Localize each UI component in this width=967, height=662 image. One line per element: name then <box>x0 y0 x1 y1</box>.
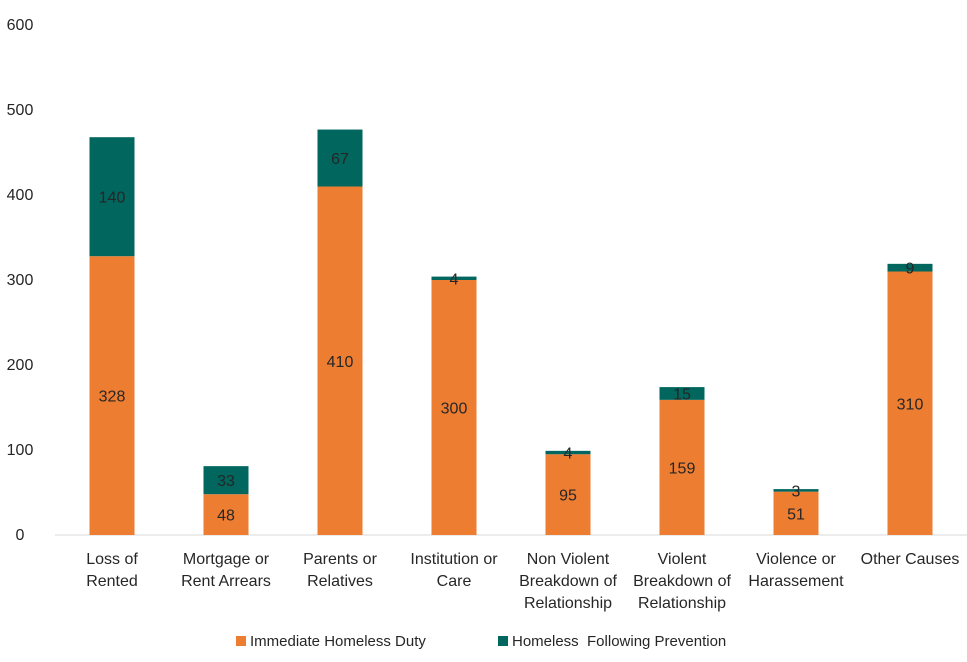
x-category-label-line: Relationship <box>524 595 612 612</box>
legend: Immediate Homeless Duty Homeless Followin… <box>236 633 726 650</box>
y-tick-label: 500 <box>7 102 34 119</box>
x-category-label-line: Harassement <box>748 573 844 590</box>
bar-segment-immediate-duty <box>89 256 135 535</box>
x-category-label: Other Causes <box>861 551 960 568</box>
bar-segment-following-prevention <box>659 387 705 400</box>
data-label: 33 <box>217 473 235 490</box>
bar-segment-following-prevention <box>887 263 933 272</box>
data-label: 300 <box>441 401 468 418</box>
y-tick-label: 200 <box>7 357 34 374</box>
legend-label: Homeless Following Prevention <box>512 633 726 650</box>
bar-segment-following-prevention <box>773 489 819 492</box>
x-category-label-line: Rented <box>86 573 138 590</box>
x-category-label-line: Care <box>437 573 472 590</box>
bar-segment-immediate-duty <box>203 494 249 535</box>
x-category-label: Non Violent Breakdown of Relationship <box>519 551 617 612</box>
x-category-label-line: Mortgage or <box>183 551 270 568</box>
y-tick-label: 600 <box>7 17 34 34</box>
bar-segment-immediate-duty <box>659 399 705 535</box>
bar-segment-immediate-duty <box>431 280 477 535</box>
data-label: 9 <box>906 261 915 278</box>
bar-segment-following-prevention <box>89 137 135 257</box>
bar-segment-following-prevention <box>545 450 591 455</box>
x-category-label-line: Other Causes <box>861 551 960 568</box>
data-label: 48 <box>217 508 235 525</box>
bar-segment-immediate-duty <box>545 454 591 535</box>
data-label: 328 <box>99 389 126 406</box>
x-category-label-line: Violence or <box>756 551 836 568</box>
data-label: 4 <box>564 446 573 463</box>
x-category-label: Parents or Relatives <box>303 551 377 590</box>
data-label: 51 <box>787 506 805 523</box>
data-label: 15 <box>673 386 691 403</box>
x-category-label: Violent Breakdown of Relationship <box>633 551 731 612</box>
legend-swatch <box>236 636 246 646</box>
x-category-label: Loss of Rented <box>86 551 138 590</box>
x-category-label: Institution or Care <box>410 551 498 590</box>
y-tick-label: 0 <box>16 527 25 544</box>
x-category-label-line: Relatives <box>307 573 373 590</box>
y-tick-label: 400 <box>7 187 34 204</box>
data-label: 3 <box>792 483 801 500</box>
bar-segment-immediate-duty <box>773 491 819 535</box>
x-category-label-line: Relationship <box>638 595 726 612</box>
x-category-label-line: Breakdown of <box>633 573 731 590</box>
y-axis: 0 100 200 300 400 500 600 <box>7 17 34 544</box>
x-axis: Loss of Rented Mortgage or Rent Arrears Pare… <box>86 551 959 612</box>
x-category-label-line: Parents or <box>303 551 377 568</box>
x-category-label: Violence or Harassement <box>748 551 844 590</box>
data-label: 140 <box>99 190 126 207</box>
x-category-label-line: Breakdown of <box>519 573 617 590</box>
bar-segment-following-prevention <box>431 276 477 280</box>
bar-segment-immediate-duty <box>317 186 363 535</box>
data-label: 95 <box>559 488 577 505</box>
x-category-label-line: Non Violent <box>527 551 610 568</box>
bar-segment-following-prevention <box>317 129 363 187</box>
x-category-label-line: Institution or <box>410 551 498 568</box>
x-category-label-line: Loss of <box>86 551 138 568</box>
y-tick-label: 100 <box>7 442 34 459</box>
y-tick-label: 300 <box>7 272 34 289</box>
legend-swatch <box>498 636 508 646</box>
bar-segment-following-prevention <box>203 466 249 495</box>
data-label: 4 <box>450 271 459 288</box>
data-label: 410 <box>327 354 354 371</box>
data-label: 310 <box>897 396 924 413</box>
bar-segment-immediate-duty <box>887 271 933 535</box>
x-category-label: Mortgage or Rent Arrears <box>181 551 271 590</box>
bars: 328 140 48 33 410 67 300 4 95 4 159 15 51 3 310 9 <box>89 129 933 535</box>
legend-label: Immediate Homeless Duty <box>250 633 426 650</box>
data-label: 67 <box>331 151 349 168</box>
x-category-label-line: Violent <box>658 551 707 568</box>
data-label: 159 <box>669 460 696 477</box>
x-category-label-line: Rent Arrears <box>181 573 271 590</box>
